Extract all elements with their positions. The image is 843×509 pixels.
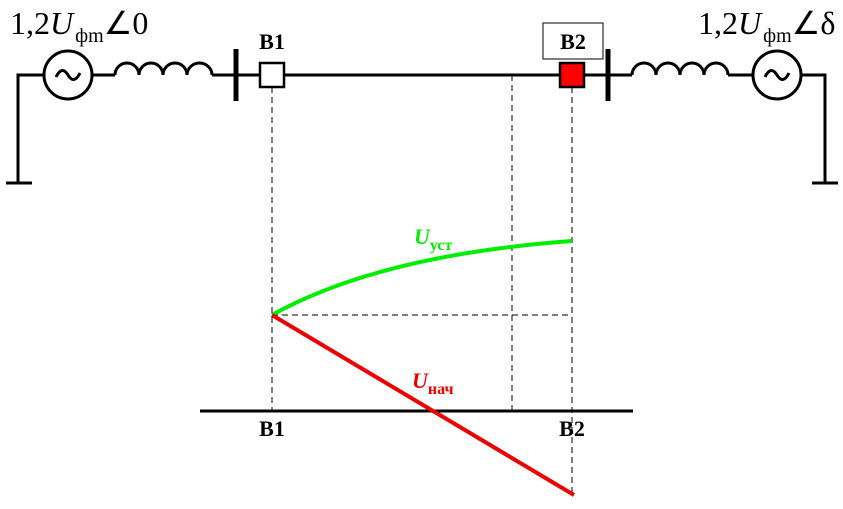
initial-curve — [270, 313, 576, 497]
source-label: 1,2U фm∠δ — [698, 5, 835, 47]
axis-label: B2 — [559, 416, 585, 441]
angle: ∠0 — [104, 5, 149, 41]
steady-curve — [271, 239, 573, 317]
generator-sign — [54, 69, 82, 81]
symbol: U — [50, 5, 75, 41]
curve-label: Uнач — [412, 368, 454, 398]
curve-label: Uуст — [414, 224, 453, 254]
subscript: нач — [428, 381, 454, 398]
prefix: 1,2 — [698, 5, 738, 41]
breaker-label: B1 — [259, 29, 285, 54]
symbol: U — [412, 368, 429, 393]
subscript: уст — [430, 237, 453, 254]
inductor — [113, 61, 214, 76]
guide-line — [271, 75, 573, 495]
line — [16, 73, 827, 183]
breaker-open — [258, 61, 286, 89]
subscript: фm — [75, 25, 104, 47]
angle: ∠δ — [792, 5, 836, 41]
prefix: 1,2 — [10, 5, 50, 41]
inductor — [630, 61, 730, 76]
symbol: U — [738, 5, 763, 41]
generator-sign — [763, 69, 791, 81]
source-label: 1,2U фm∠0 — [10, 5, 148, 47]
generator — [42, 49, 94, 101]
generator — [751, 49, 803, 101]
symbol: U — [414, 224, 431, 249]
axis-label: B1 — [259, 416, 285, 441]
breaker-closed — [558, 61, 586, 89]
breaker-label: B2 — [560, 29, 586, 54]
label-box — [542, 22, 604, 60]
subscript: фm — [763, 25, 792, 47]
